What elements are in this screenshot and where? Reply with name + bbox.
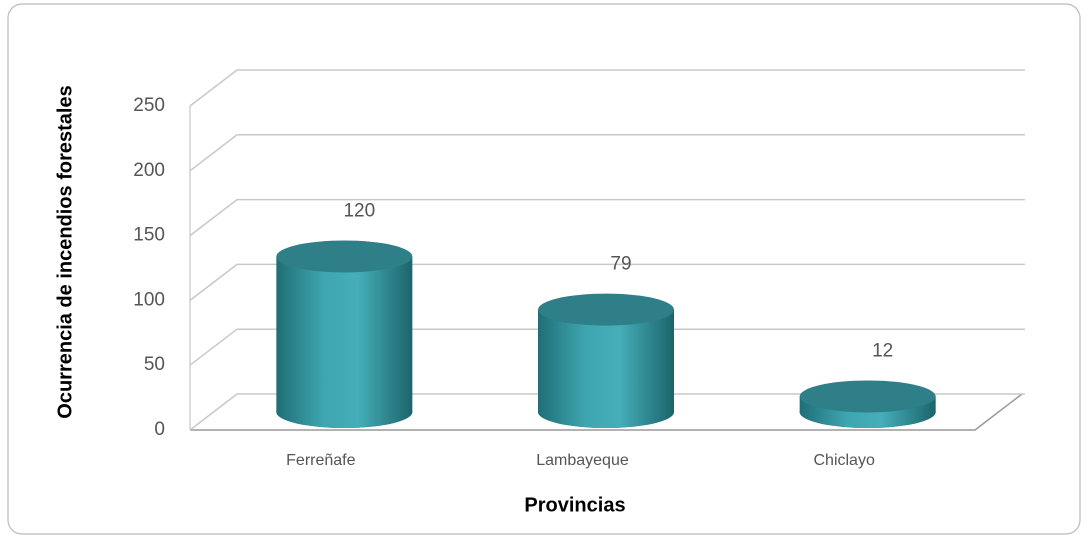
bar-base [276,411,413,428]
value-label: 12 [872,340,893,361]
y-axis-title: Ocurrencia de incendios forestales [54,85,76,418]
grid-line [189,393,1025,431]
y-tick-label: 250 [133,95,165,116]
bar-base [538,411,674,428]
y-tick-label: 100 [133,289,165,310]
x-tick-label: Chiclayo [813,452,874,469]
grid-line [189,328,1025,366]
y-tick-label: 150 [133,225,165,246]
bar-top [276,240,413,273]
x-axis-title: Provincias [524,494,625,516]
floor [190,393,1023,431]
value-label: 79 [610,254,631,275]
bar-base [799,411,936,428]
grid-line [189,69,1025,107]
x-tick-label: Lambayeque [536,452,629,469]
grid-line [189,134,1025,172]
bar-top [799,380,936,413]
y-tick-label: 50 [144,354,165,375]
bar [276,256,413,412]
grid-line [189,198,1025,237]
value-label: 120 [343,200,375,221]
x-tick-label: Ferreñafe [286,452,355,469]
grid-line [189,263,1025,301]
y-tick-label: 200 [133,160,165,181]
y-tick-label: 0 [154,419,165,440]
bar [538,309,674,412]
bar-top [538,293,674,326]
